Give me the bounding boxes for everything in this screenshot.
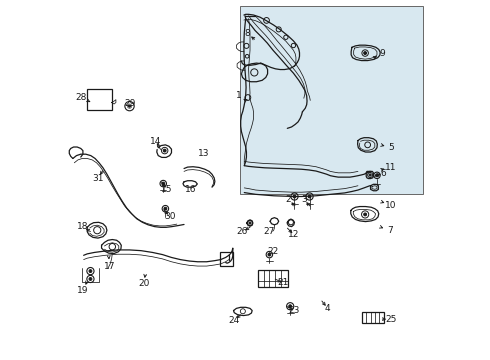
Bar — [362, 312, 384, 323]
Circle shape — [249, 222, 251, 224]
Text: 17: 17 — [104, 262, 115, 271]
Circle shape — [364, 213, 367, 216]
Circle shape — [293, 195, 296, 198]
Text: 6: 6 — [380, 169, 386, 178]
Text: 18: 18 — [77, 222, 89, 231]
Text: 26: 26 — [237, 228, 248, 237]
Text: 12: 12 — [288, 230, 299, 239]
Text: 28: 28 — [76, 93, 87, 102]
Text: 29: 29 — [124, 99, 136, 108]
Bar — [258, 270, 289, 287]
Text: 15: 15 — [161, 185, 172, 194]
Circle shape — [89, 278, 92, 280]
Text: 8: 8 — [245, 29, 250, 38]
Circle shape — [289, 305, 292, 308]
Circle shape — [163, 149, 166, 152]
Text: 20: 20 — [138, 279, 149, 288]
Text: 14: 14 — [150, 137, 162, 146]
Circle shape — [268, 253, 271, 256]
Circle shape — [375, 174, 378, 177]
Text: 2: 2 — [285, 195, 291, 204]
Text: 4: 4 — [325, 303, 330, 312]
Text: 13: 13 — [198, 149, 210, 158]
Circle shape — [369, 174, 371, 176]
Text: 22: 22 — [268, 247, 279, 256]
Text: 16: 16 — [185, 185, 196, 194]
Bar — [87, 89, 112, 111]
Circle shape — [164, 207, 167, 210]
Bar — [220, 252, 233, 266]
Text: 31: 31 — [92, 174, 104, 183]
Circle shape — [128, 105, 131, 107]
Circle shape — [162, 182, 165, 185]
Text: 19: 19 — [77, 286, 89, 295]
Text: 3: 3 — [301, 195, 307, 204]
Text: 27: 27 — [263, 228, 274, 237]
Text: 21: 21 — [278, 278, 289, 287]
Text: 30: 30 — [164, 212, 175, 221]
Text: 25: 25 — [386, 315, 397, 324]
Text: 23: 23 — [289, 306, 300, 315]
Circle shape — [364, 51, 367, 54]
Circle shape — [89, 270, 92, 273]
Text: 10: 10 — [385, 201, 397, 210]
Text: 7: 7 — [388, 226, 393, 235]
Text: 9: 9 — [379, 49, 385, 58]
Text: 11: 11 — [385, 163, 396, 172]
Text: 24: 24 — [228, 316, 239, 325]
Text: 5: 5 — [389, 143, 394, 152]
Text: 1: 1 — [236, 91, 242, 100]
Circle shape — [308, 195, 311, 198]
FancyBboxPatch shape — [240, 6, 422, 194]
